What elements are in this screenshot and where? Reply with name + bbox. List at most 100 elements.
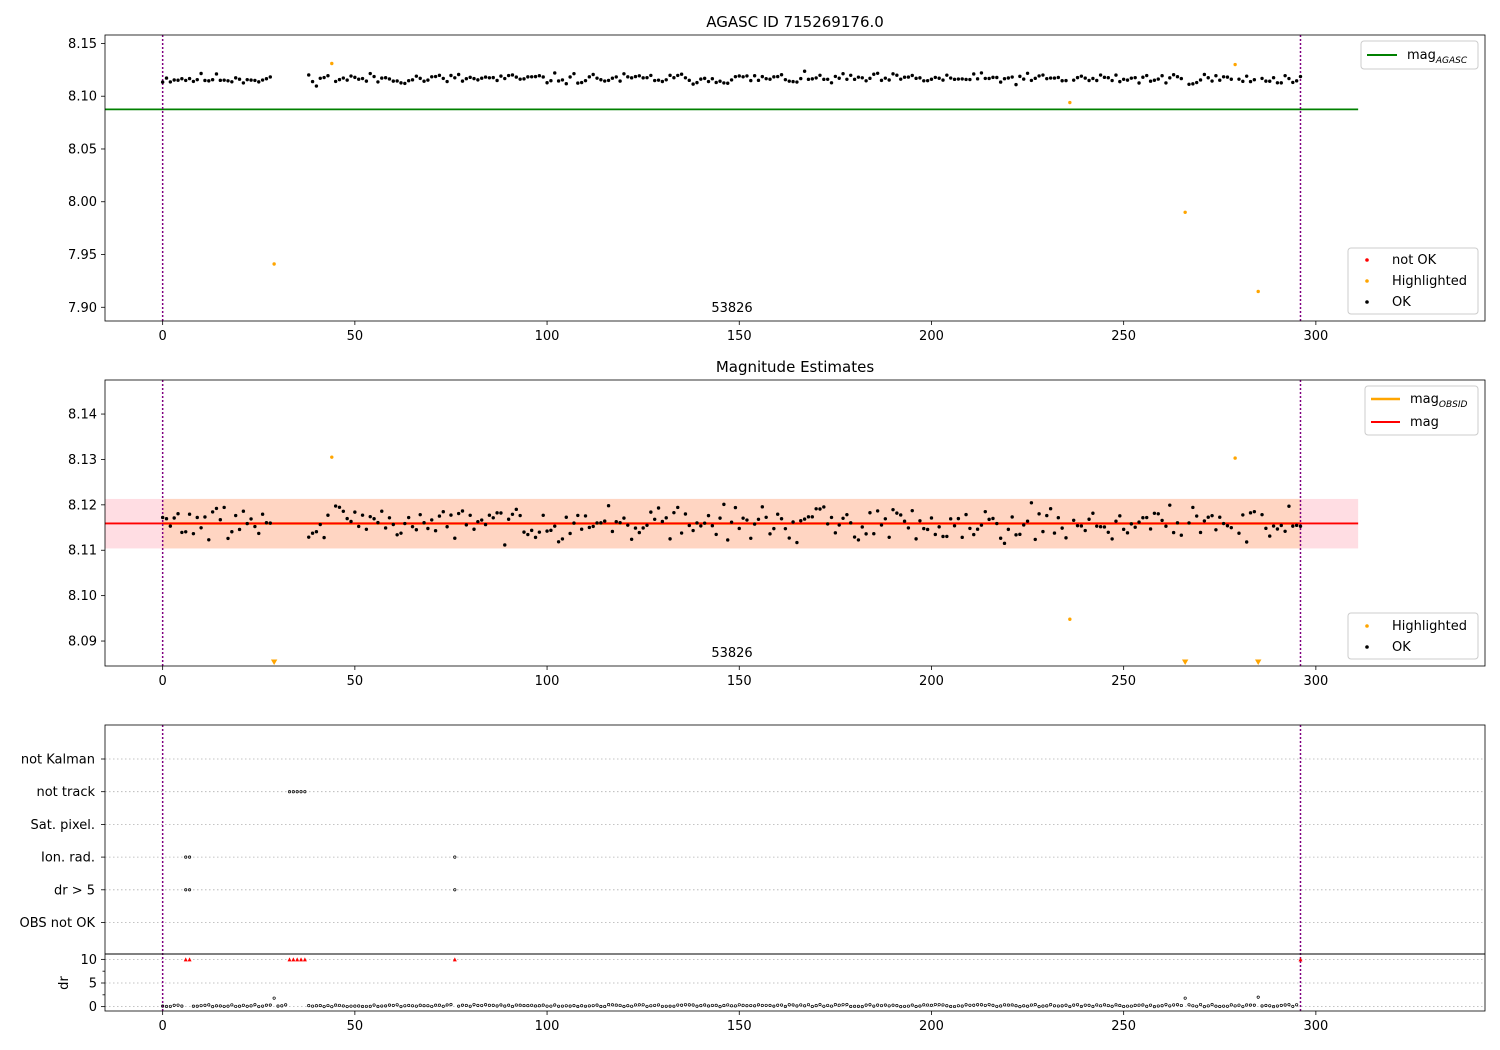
mag-ok-point: [187, 512, 192, 516]
mag-ok-point: [1137, 520, 1141, 524]
dr-point: [203, 1003, 207, 1007]
dr-point: [437, 1003, 441, 1007]
agasc-legend-top: magAGASC: [1360, 40, 1479, 70]
mag-ok-point: [353, 510, 357, 514]
agasc-ok-point: [941, 78, 945, 82]
agasc-ok-point: [1175, 75, 1180, 79]
dr-point: [1079, 1004, 1083, 1008]
dr-point: [1164, 1002, 1168, 1007]
dr-point: [226, 1004, 230, 1008]
agasc-ok-point: [614, 75, 618, 79]
dr-point: [503, 1004, 507, 1008]
dr-point: [833, 1003, 837, 1007]
mag-ok-point: [345, 516, 349, 521]
dr-point: [1056, 1004, 1060, 1008]
mag-ok-point: [868, 511, 872, 515]
agasc-y-ticks: 7.90 7.95 8.00 8.05 8.10 8.15: [68, 37, 105, 316]
mag-ok-point: [203, 515, 207, 519]
dr-point: [772, 1004, 776, 1008]
dr-point: [726, 1003, 730, 1007]
dr-point: [261, 1004, 265, 1008]
dr-point: [583, 1004, 588, 1008]
mag-ok-point: [1037, 512, 1041, 516]
flags-grid: [105, 758, 1485, 1008]
mag-ok-point: [572, 521, 576, 525]
dr-point: [718, 1005, 722, 1009]
agasc-ok-point: [1283, 73, 1287, 78]
mag-ok-point: [476, 519, 480, 524]
agasc-ok-point: [918, 76, 922, 80]
mag-ok-point: [410, 524, 415, 529]
agasc-ok-point: [722, 81, 726, 85]
mag-ok-point: [676, 505, 680, 510]
mag-ok-point: [1225, 524, 1230, 528]
agasc-ok-point: [883, 76, 888, 80]
dr-point: [641, 1003, 645, 1007]
agasc-ok-point: [506, 73, 511, 78]
dr-point: [979, 1003, 983, 1007]
dr-point: [1222, 1004, 1226, 1008]
dr-point: [1145, 1004, 1149, 1008]
dr-point: [1291, 1004, 1295, 1008]
mag-ok-point: [318, 522, 322, 527]
dr-point: [1018, 1005, 1022, 1009]
dr-point: [983, 1003, 987, 1007]
agasc-ok-point: [1298, 74, 1303, 79]
agasc-panel-title: AGASC ID 715269176.0: [706, 13, 884, 31]
dr-point: [622, 1004, 626, 1009]
mag-ok-point: [829, 515, 834, 520]
agasc-ok-point: [526, 75, 530, 79]
dr-point: [603, 1004, 607, 1009]
dr-point: [841, 1003, 845, 1007]
agasc-ok-point: [937, 76, 941, 80]
mag-ok-point: [752, 522, 757, 526]
mag-ok-point: [1218, 515, 1222, 519]
mag-ytick-label: 8.09: [68, 635, 97, 650]
agasc-ok-point: [1083, 76, 1087, 80]
dr-point: [564, 1004, 568, 1008]
agasc-ok-point: [983, 76, 987, 81]
agasc-ok-point: [1160, 74, 1164, 78]
dr-point: [537, 1004, 541, 1008]
agasc-ok-point: [749, 78, 753, 83]
agasc-ok-point: [268, 75, 272, 79]
agasc-ok-point: [464, 77, 469, 81]
dr-point: [614, 1003, 618, 1007]
dr-point: [1260, 1004, 1264, 1008]
agasc-ok-point: [345, 78, 349, 82]
dr-point: [937, 1003, 941, 1007]
agasc-ok-point: [714, 80, 718, 85]
dr-point: [441, 1004, 445, 1008]
mag-ok-point: [1041, 529, 1045, 534]
mag-ok-point: [718, 516, 722, 520]
agasc-ok-point: [233, 76, 238, 80]
flags-x-ticks: 0 50 100 150 200 250 300: [159, 1011, 1328, 1034]
agasc-ok-point: [203, 78, 207, 83]
dr-point: [607, 1003, 611, 1007]
dr-point: [318, 1003, 322, 1008]
agasc-ok-point: [1244, 74, 1249, 78]
agasc-ok-point: [1248, 79, 1253, 84]
dr-point: [1179, 1003, 1183, 1008]
agasc-ok-point: [499, 74, 503, 78]
agasc-ok-point: [480, 76, 484, 80]
agasc-ok-point: [237, 77, 242, 81]
dr-point: [1083, 1003, 1087, 1007]
dr-point: [933, 1002, 937, 1007]
dr-point: [1064, 1003, 1068, 1007]
mag-ok-point: [1129, 522, 1134, 526]
mag-ok-point: [391, 522, 396, 527]
agasc-ok-point: [591, 72, 595, 77]
dr-point: [1125, 1004, 1130, 1008]
dr-point: [507, 1003, 511, 1007]
dr-point: [1141, 1003, 1145, 1007]
agasc-ok-point: [799, 76, 803, 81]
dr-point: [972, 1003, 976, 1007]
dr-point: [334, 1003, 338, 1007]
mag-ok-point: [1291, 524, 1295, 528]
mag-ok-point: [922, 526, 926, 531]
dr-point: [1060, 1004, 1064, 1008]
mag-ok-point: [833, 531, 838, 535]
flags-and-dr-points: [161, 790, 1303, 1009]
